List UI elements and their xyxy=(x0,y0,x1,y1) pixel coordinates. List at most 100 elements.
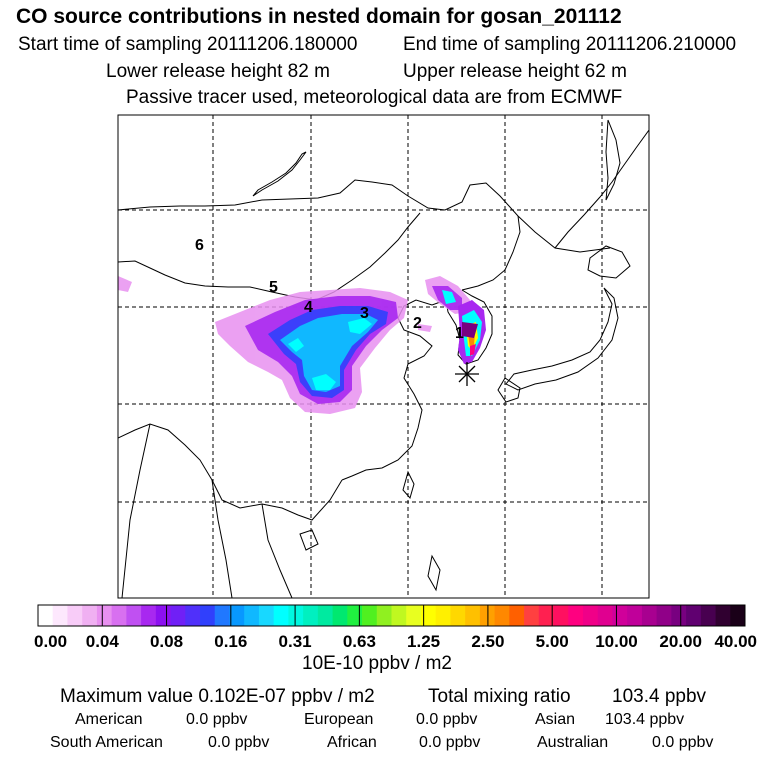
south-border xyxy=(118,423,343,521)
african-value: 0.0 ppbv xyxy=(419,734,481,751)
colorbar-cell xyxy=(420,605,437,626)
colorbar-cell xyxy=(244,605,260,626)
receptor-asterisk-icon xyxy=(455,362,479,386)
colorbar-cell xyxy=(111,605,127,626)
colorbar-cell xyxy=(494,605,510,626)
colorbar-unit: 10E-10 ppbv / m2 xyxy=(302,653,452,674)
total-mixing-value: 103.4 ppbv xyxy=(612,686,707,707)
contribution-field xyxy=(118,276,486,414)
colorbar-cell xyxy=(141,605,157,626)
map-frame-bg xyxy=(118,115,649,598)
trajectory-label-5: 5 xyxy=(269,279,278,296)
colorbar-cell xyxy=(38,605,54,626)
page-title: CO source contributions in nested domain… xyxy=(16,5,622,28)
honshu xyxy=(505,287,619,391)
colorbar-cell xyxy=(273,605,289,626)
colorbar-cell xyxy=(671,605,687,626)
colorbar-cell xyxy=(612,605,628,626)
colorbar-tick-label: 40.00 xyxy=(714,632,757,651)
asian-label: Asian xyxy=(535,711,576,728)
start-time-label: Start time of sampling 20111206.180000 xyxy=(18,34,358,55)
colorbar-cell xyxy=(715,605,731,626)
colorbar-tick-label: 2.50 xyxy=(471,632,504,651)
asian-value: 103.4 ppbv xyxy=(605,711,685,728)
map-frame xyxy=(117,114,650,599)
colorbar-cell xyxy=(96,605,113,626)
south-american-label: South American xyxy=(50,734,163,751)
korea-plume xyxy=(458,300,486,364)
hokkaido xyxy=(587,245,631,279)
hainan xyxy=(299,529,319,551)
trajectory-label-6: 6 xyxy=(195,237,204,254)
colorbar-tick-label: 5.00 xyxy=(536,632,569,651)
india-border xyxy=(121,423,151,598)
australian-value: 0.0 ppbv xyxy=(652,734,714,751)
colorbar-cell xyxy=(597,605,613,626)
taiwan xyxy=(402,470,415,500)
colorbar-cell xyxy=(641,605,658,626)
lake-baikal xyxy=(252,151,307,197)
colorbar-cell xyxy=(406,605,422,626)
african-label: African xyxy=(327,734,377,751)
colorbar-cell xyxy=(435,605,451,626)
far-east-coast xyxy=(554,129,649,249)
colorbar-cell xyxy=(450,605,466,626)
colorbar-cell xyxy=(568,605,584,626)
lower-height-label: Lower release height 82 m xyxy=(106,61,330,82)
south-american-value: 0.0 ppbv xyxy=(208,734,270,751)
colorbar-tick-label: 0.08 xyxy=(150,632,183,651)
end-time-label: End time of sampling 20111206.210000 xyxy=(403,34,737,55)
sakhalin xyxy=(605,119,621,201)
colorbar-tick-label: 0.31 xyxy=(279,632,312,651)
colorbar-cell xyxy=(303,605,319,626)
european-value: 0.0 ppbv xyxy=(416,711,478,728)
colorbar-cell xyxy=(52,605,68,626)
upper-height-label: Upper release height 62 m xyxy=(403,61,627,82)
colorbar-cell xyxy=(288,605,304,626)
colorbar-tick-label: 0.00 xyxy=(34,632,67,651)
colorbar-cell xyxy=(317,605,333,626)
max-value-label: Maximum value 0.102E-07 ppbv / m2 xyxy=(60,686,375,707)
field-cyan-4 xyxy=(442,290,456,304)
colorbar-cell xyxy=(332,605,348,626)
trajectory-label-1: 1 xyxy=(455,325,464,342)
field-cyan-3 xyxy=(288,338,304,352)
colorbar-cell xyxy=(82,605,98,626)
colorbar-cell xyxy=(214,605,230,626)
colorbar-cell xyxy=(656,605,672,626)
mongolia-china-border xyxy=(118,212,421,301)
trajectory-label-4: 4 xyxy=(304,299,313,316)
colorbar-tick-label: 1.25 xyxy=(407,632,440,651)
colorbar-cell xyxy=(200,605,216,626)
colorbar-cell xyxy=(582,605,599,626)
colorbar-cell xyxy=(362,605,378,626)
colorbar-cell xyxy=(538,605,554,626)
european-label: European xyxy=(304,711,374,728)
field-cyan-2 xyxy=(312,374,336,390)
field-outer-bohai xyxy=(418,324,432,332)
colorbar-cell xyxy=(391,605,407,626)
colorbar-cell xyxy=(509,605,525,626)
colorbar-frame xyxy=(37,604,746,627)
field-outer-w xyxy=(118,276,132,292)
colorbar-cell xyxy=(185,605,201,626)
kyushu xyxy=(497,377,521,403)
field-lightblue xyxy=(280,314,378,392)
korean-peninsula xyxy=(445,289,493,365)
colorbar-cell xyxy=(730,605,746,626)
colorbar-cell xyxy=(229,605,245,626)
colorbar-tick-label: 0.04 xyxy=(86,632,120,651)
colorbar-cell xyxy=(524,605,540,626)
tracer-note: Passive tracer used, meteorological data… xyxy=(126,87,623,108)
field-cyan-1 xyxy=(348,318,372,334)
colorbar-cell xyxy=(553,605,569,626)
colorbar-cell xyxy=(627,605,643,626)
colorbar-cell xyxy=(126,605,142,626)
colorbar-tick-label: 20.00 xyxy=(659,632,702,651)
indochina-border-1 xyxy=(211,479,233,598)
colorbar-cell xyxy=(67,605,83,626)
indochina-border-2 xyxy=(261,503,293,598)
colorbar-cell xyxy=(155,605,171,626)
colorbar-cell xyxy=(686,605,702,626)
